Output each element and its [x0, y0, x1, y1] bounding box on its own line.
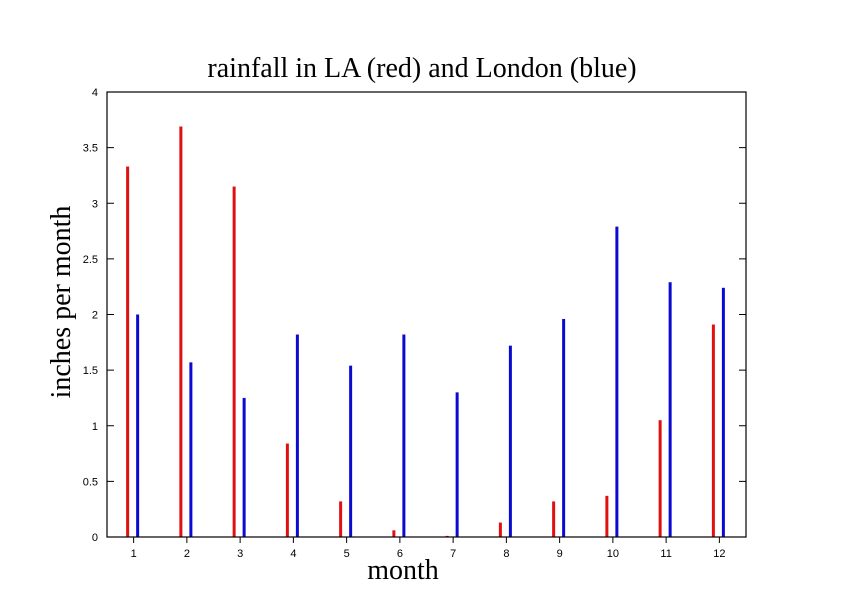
- bar-la-month-8: [498, 522, 502, 537]
- x-tick-label: 9: [557, 548, 563, 560]
- bars-layer: [126, 126, 725, 538]
- x-axis: 1 2 3 4 5 6 7 8 9 10 11 12: [131, 537, 726, 560]
- chart-title: rainfall in LA (red) and London (blue): [207, 53, 636, 84]
- y-tick-label: 1: [92, 421, 98, 433]
- y-tick-label: 1.5: [83, 365, 98, 377]
- bar-london-month-1: [136, 314, 140, 537]
- x-tick-label: 12: [713, 548, 725, 560]
- bar-london-month-5: [349, 365, 353, 537]
- x-tick-label: 7: [450, 548, 456, 560]
- bar-london-month-2: [189, 362, 193, 537]
- bar-london-month-3: [242, 397, 246, 537]
- bar-london-month-6: [402, 334, 406, 537]
- x-tick-label: 5: [344, 548, 350, 560]
- x-tick-label: 1: [131, 548, 137, 560]
- bar-la-month-1: [126, 166, 130, 538]
- y-tick-label: 3.5: [83, 143, 98, 155]
- bar-london-month-9: [562, 318, 566, 537]
- bar-la-month-2: [179, 126, 183, 538]
- x-tick-label: 11: [660, 548, 671, 560]
- x-tick-label: 10: [607, 548, 619, 560]
- y-axis-label: inches per month: [46, 206, 77, 399]
- x-tick-label: 2: [184, 548, 190, 560]
- x-tick-label: 8: [503, 548, 509, 560]
- y-tick-label: 2.5: [83, 254, 98, 266]
- bar-la-month-5: [339, 501, 343, 537]
- bar-london-month-7: [455, 392, 459, 538]
- y-tick-label: 0.5: [83, 476, 98, 488]
- x-tick-label: 6: [397, 548, 403, 560]
- bar-london-month-4: [295, 334, 299, 537]
- bar-london-month-11: [668, 282, 672, 537]
- x-axis-label: month: [367, 555, 439, 586]
- y-tick-label: 4: [92, 87, 98, 99]
- bar-la-month-9: [552, 501, 556, 537]
- y-axis: 0 0.5 1 1.5 2 2.5 3 3.5 4: [83, 87, 746, 544]
- y-tick-label: 3: [92, 198, 98, 210]
- y-tick-label: 2: [92, 310, 98, 322]
- bar-la-month-12: [711, 324, 715, 537]
- x-tick-label: 4: [290, 548, 296, 560]
- bar-london-month-10: [615, 226, 619, 538]
- y-tick-label: 0: [92, 532, 98, 544]
- bar-la-month-4: [285, 443, 289, 537]
- bar-la-month-11: [658, 420, 662, 537]
- bar-london-month-8: [508, 345, 512, 537]
- bar-la-month-3: [232, 186, 236, 537]
- bar-la-month-6: [392, 530, 396, 537]
- x-tick-label: 3: [237, 548, 243, 560]
- bar-la-month-10: [605, 495, 609, 537]
- bar-london-month-12: [721, 287, 725, 537]
